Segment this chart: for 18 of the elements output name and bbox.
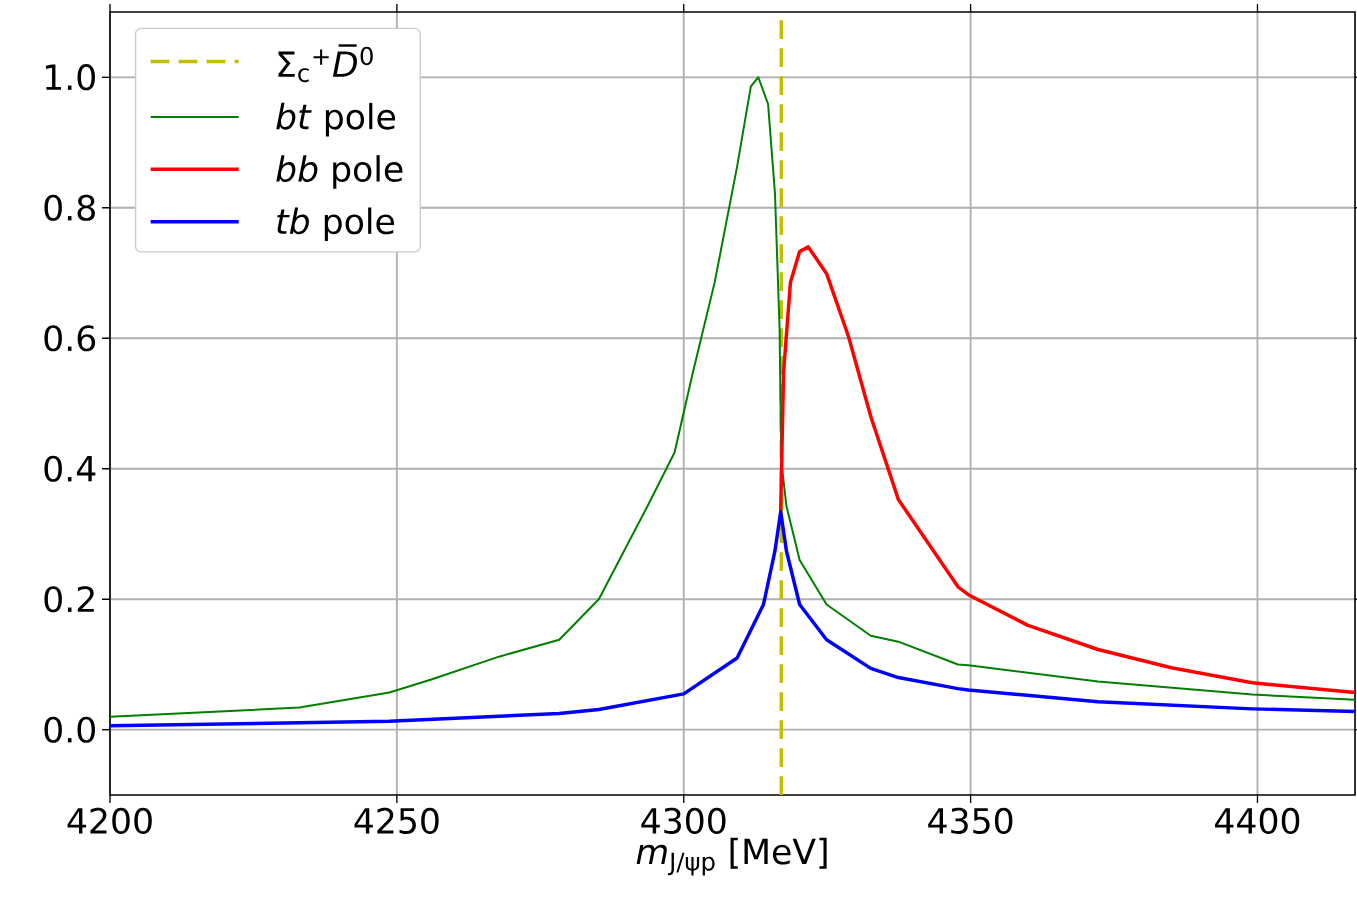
y-tick-label: 0.4 (44, 455, 96, 482)
legend-label: bb pole (276, 155, 403, 189)
x-tick-label: 4250 (354, 807, 439, 834)
x-tick-label: 4300 (641, 807, 726, 834)
y-tick-label: 0.8 (44, 194, 95, 221)
x-tick-label: 4350 (928, 807, 1013, 834)
y-tick-label: 1.0 (45, 64, 95, 91)
x-tick-label: 4400 (1215, 807, 1300, 834)
legend-label: Σ$_{c}$$^{+}$D̅$^{0}$ (278, 44, 373, 83)
line-series (778, 245, 1356, 695)
y-tick-label: 0.0 (44, 716, 95, 743)
legend-label: tb pole (277, 207, 395, 242)
x-tick-label: 4200 (67, 807, 152, 834)
x-axis-title: m$_{J/ψp}$ [MeV] (636, 837, 827, 876)
legend-label: bt pole (276, 102, 396, 137)
line-series (110, 510, 1356, 728)
y-tick-label: 0.2 (44, 586, 94, 613)
y-tick-label: 0.6 (44, 325, 96, 352)
